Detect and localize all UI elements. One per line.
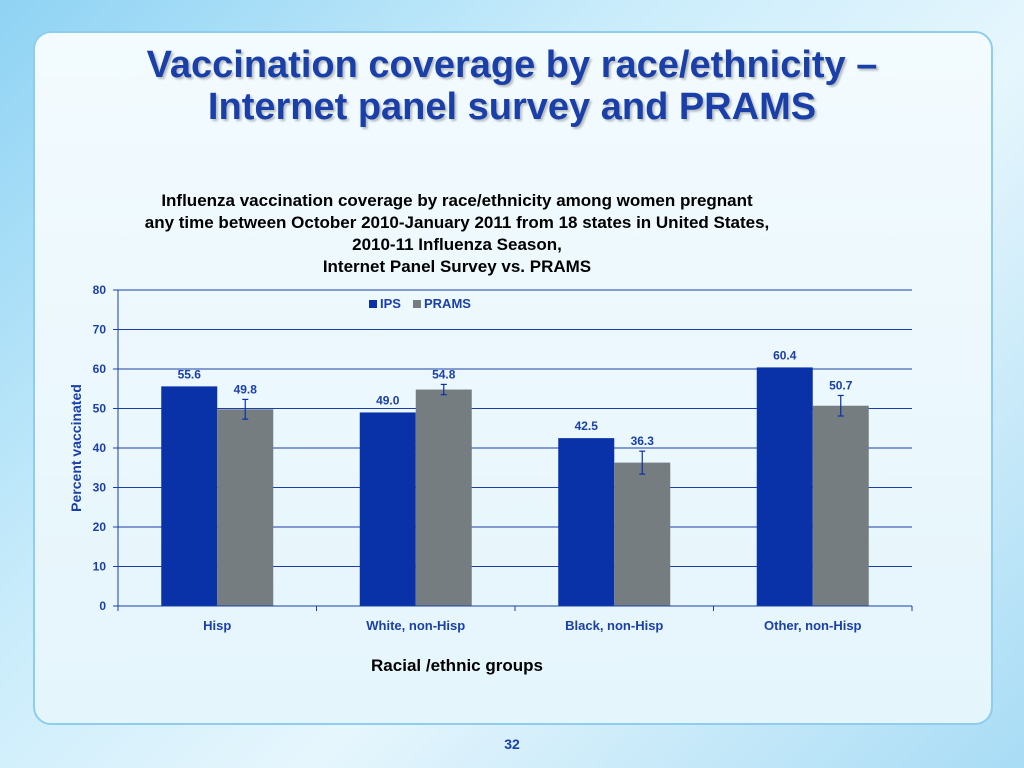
chart-title-line-2: any time between October 2010-January 20… <box>144 213 770 232</box>
data-label: 60.4 <box>773 348 797 362</box>
y-tick-label: 80 <box>93 283 107 297</box>
data-label: 55.6 <box>178 367 202 381</box>
bar-prams <box>415 389 472 606</box>
chart-title: Influenza vaccination coverage by race/e… <box>90 190 824 278</box>
x-tick-label: White, non-Hisp <box>366 618 465 633</box>
legend-label: IPS <box>380 296 401 311</box>
x-tick-label: Other, non-Hisp <box>764 618 862 633</box>
bar-ips <box>359 412 416 606</box>
x-tick-label: Hisp <box>203 618 231 633</box>
data-label: 42.5 <box>575 419 599 433</box>
bar-prams <box>812 405 869 606</box>
bar-ips <box>756 367 813 606</box>
data-label: 36.3 <box>631 434 655 448</box>
bar-prams <box>614 462 671 606</box>
slide-panel <box>33 31 993 725</box>
data-label: 49.0 <box>376 393 400 407</box>
chart-title-line-1: Influenza vaccination coverage by race/e… <box>161 191 753 210</box>
slide-title-line-1: Vaccination coverage by race/ethnicity – <box>146 44 878 86</box>
bar-prams <box>217 409 274 606</box>
y-tick-label: 70 <box>93 323 107 337</box>
bar-ips <box>161 386 218 606</box>
data-label: 49.8 <box>234 382 258 396</box>
page-number: 32 <box>504 736 520 752</box>
y-tick-label: 40 <box>93 441 107 455</box>
slide-title: Vaccination coverage by race/ethnicity –… <box>60 44 964 128</box>
bar-ips <box>558 438 615 606</box>
data-label: 54.8 <box>432 367 456 381</box>
x-tick-label: Black, non-Hisp <box>565 618 663 633</box>
slide-title-line-2: Internet panel survey and PRAMS <box>207 86 817 128</box>
y-tick-label: 50 <box>93 402 107 416</box>
legend-label: PRAMS <box>424 296 471 311</box>
chart-title-line-4: Internet Panel Survey vs. PRAMS <box>322 257 592 276</box>
y-tick-label: 30 <box>93 481 107 495</box>
legend-swatch <box>369 300 377 308</box>
y-tick-label: 60 <box>93 362 107 376</box>
y-tick-label: 0 <box>99 599 106 613</box>
y-axis-title: Percent vaccinated <box>68 384 84 512</box>
data-label: 50.7 <box>829 378 853 392</box>
x-axis-title: Racial /ethnic groups <box>371 656 543 675</box>
legend-swatch <box>413 300 421 308</box>
y-tick-label: 20 <box>93 520 107 534</box>
chart-title-line-3: 2010-11 Influenza Season, <box>352 235 562 254</box>
y-tick-label: 10 <box>93 560 107 574</box>
